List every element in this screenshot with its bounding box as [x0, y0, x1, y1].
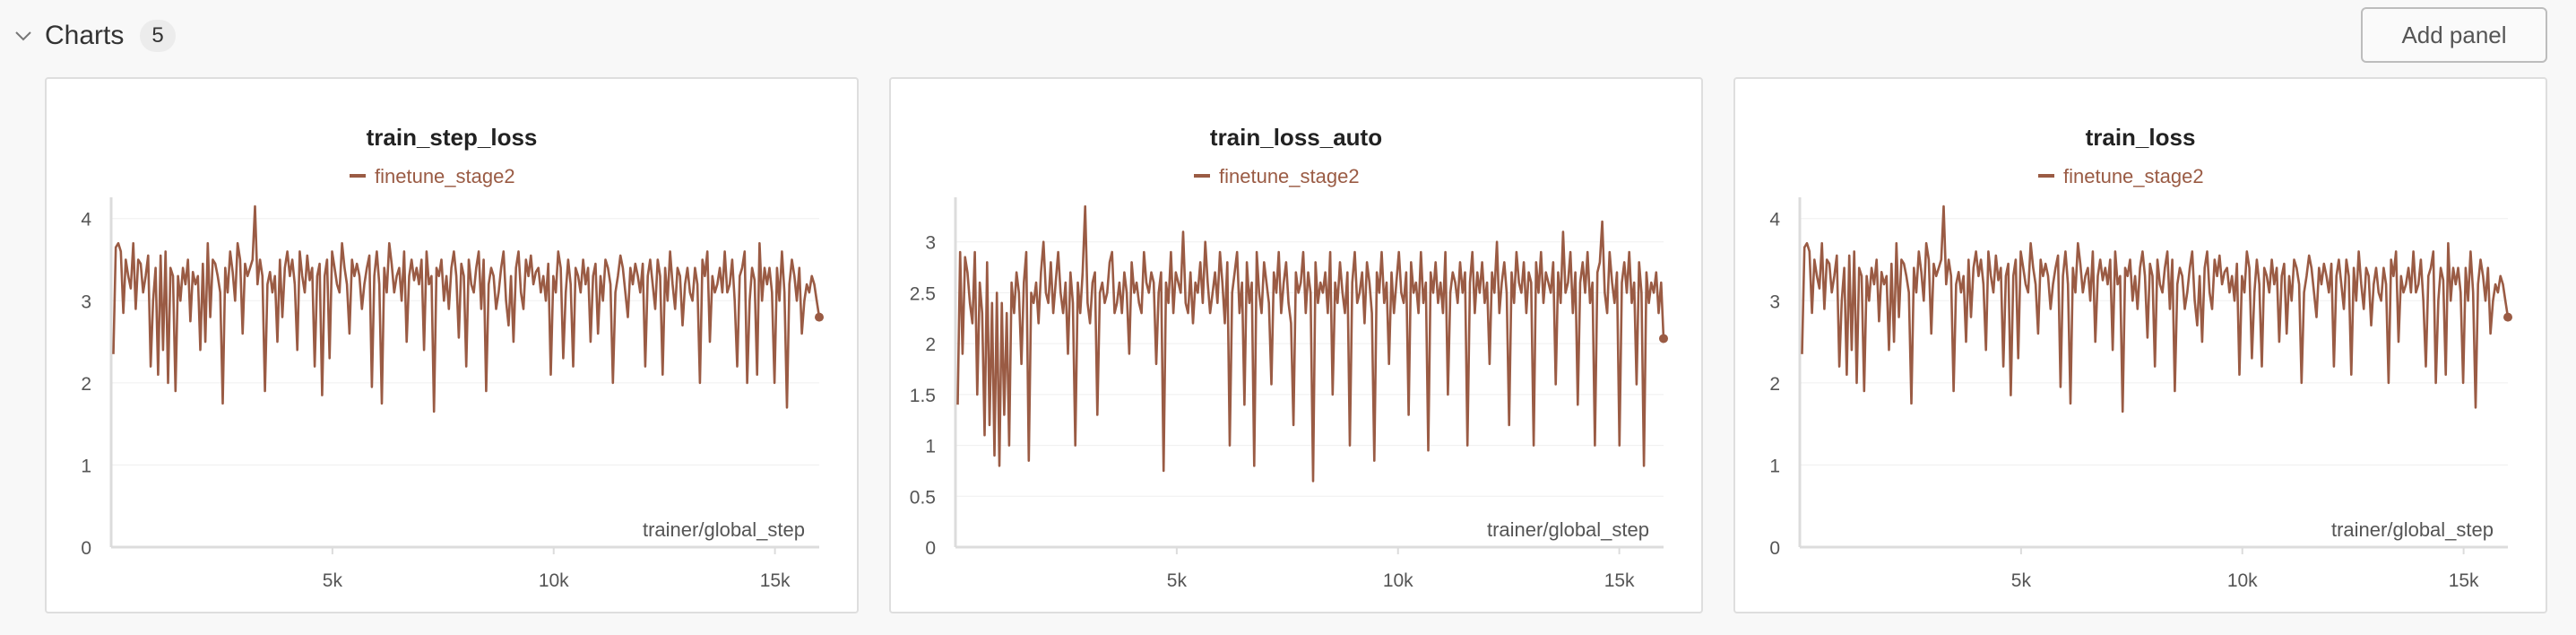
y-tick-label: 0.5 — [910, 487, 936, 508]
x-tick-label: 5k — [2011, 570, 2032, 591]
series-line[interactable] — [112, 204, 821, 413]
x-tick-label: 10k — [539, 570, 569, 591]
series-line[interactable] — [956, 204, 1665, 483]
chart-title: train_loss_auto — [1210, 124, 1382, 151]
x-tick-label: 15k — [2449, 570, 2479, 591]
add-panel-button[interactable]: Add panel — [2361, 7, 2547, 63]
y-tick-label: 1 — [81, 456, 91, 476]
charts-section-header: Charts 5 Add panel — [0, 0, 2576, 72]
y-tick-label: 1 — [925, 437, 936, 457]
y-tick-label: 3 — [81, 291, 91, 312]
legend-entry[interactable]: finetune_stage2 — [375, 165, 515, 187]
series-line[interactable] — [1801, 204, 2510, 413]
panel-count-badge: 5 — [140, 20, 176, 52]
series-endpoint — [2503, 312, 2512, 322]
y-tick-label: 4 — [81, 210, 91, 231]
chart-title: train_loss — [2086, 124, 2196, 151]
y-tick-label: 2 — [1769, 374, 1780, 395]
chart-panel-train-loss-auto[interactable]: train_loss_auto finetune_stage2 0 0.5 1 1.5 2 2… — [889, 77, 1703, 613]
y-tick-label: 2.5 — [910, 283, 936, 304]
section-title: Charts — [45, 21, 125, 50]
x-tick-label: 15k — [1604, 570, 1635, 591]
chevron-down-icon[interactable] — [13, 25, 34, 47]
chart-svg: train_step_loss finetune_stage2 0 1 2 3 4 5k 10k… — [81, 124, 824, 591]
y-tick-label: 0 — [81, 538, 91, 559]
y-tick-label: 2 — [925, 335, 936, 355]
x-axis-label: trainer/global_step — [2331, 518, 2494, 541]
x-tick-label: 5k — [1167, 570, 1188, 591]
series-endpoint — [815, 312, 824, 322]
y-tick-label: 3 — [1769, 291, 1780, 312]
y-tick-label: 0 — [925, 538, 936, 559]
y-tick-label: 4 — [1769, 210, 1780, 231]
y-tick-label: 1.5 — [910, 386, 936, 406]
x-tick-label: 10k — [1383, 570, 1413, 591]
chart-title: train_step_loss — [367, 124, 538, 151]
x-tick-label: 15k — [760, 570, 791, 591]
chart-panel-train-step-loss[interactable]: train_step_loss finetune_stage2 0 1 2 3 4 5k 10k… — [45, 77, 859, 613]
y-tick-label: 3 — [925, 233, 936, 254]
chart-panel-train-loss[interactable]: train_loss finetune_stage2 0 1 2 3 4 5k 10k 15k tr… — [1733, 77, 2547, 613]
chart-svg: train_loss finetune_stage2 0 1 2 3 4 5k 10k 15k tr… — [1769, 124, 2512, 591]
series-endpoint — [1659, 334, 1668, 344]
x-tick-label: 10k — [2227, 570, 2258, 591]
x-axis-label: trainer/global_step — [643, 518, 805, 541]
legend-entry[interactable]: finetune_stage2 — [1219, 165, 1360, 187]
y-tick-label: 0 — [1769, 538, 1780, 559]
x-tick-label: 5k — [323, 570, 343, 591]
legend-entry[interactable]: finetune_stage2 — [2063, 165, 2204, 187]
chart-svg: train_loss_auto finetune_stage2 0 0.5 1 1.5 2 2… — [910, 124, 1668, 591]
y-tick-label: 1 — [1769, 456, 1780, 476]
x-axis-label: trainer/global_step — [1487, 518, 1649, 541]
y-tick-label: 2 — [81, 374, 91, 395]
